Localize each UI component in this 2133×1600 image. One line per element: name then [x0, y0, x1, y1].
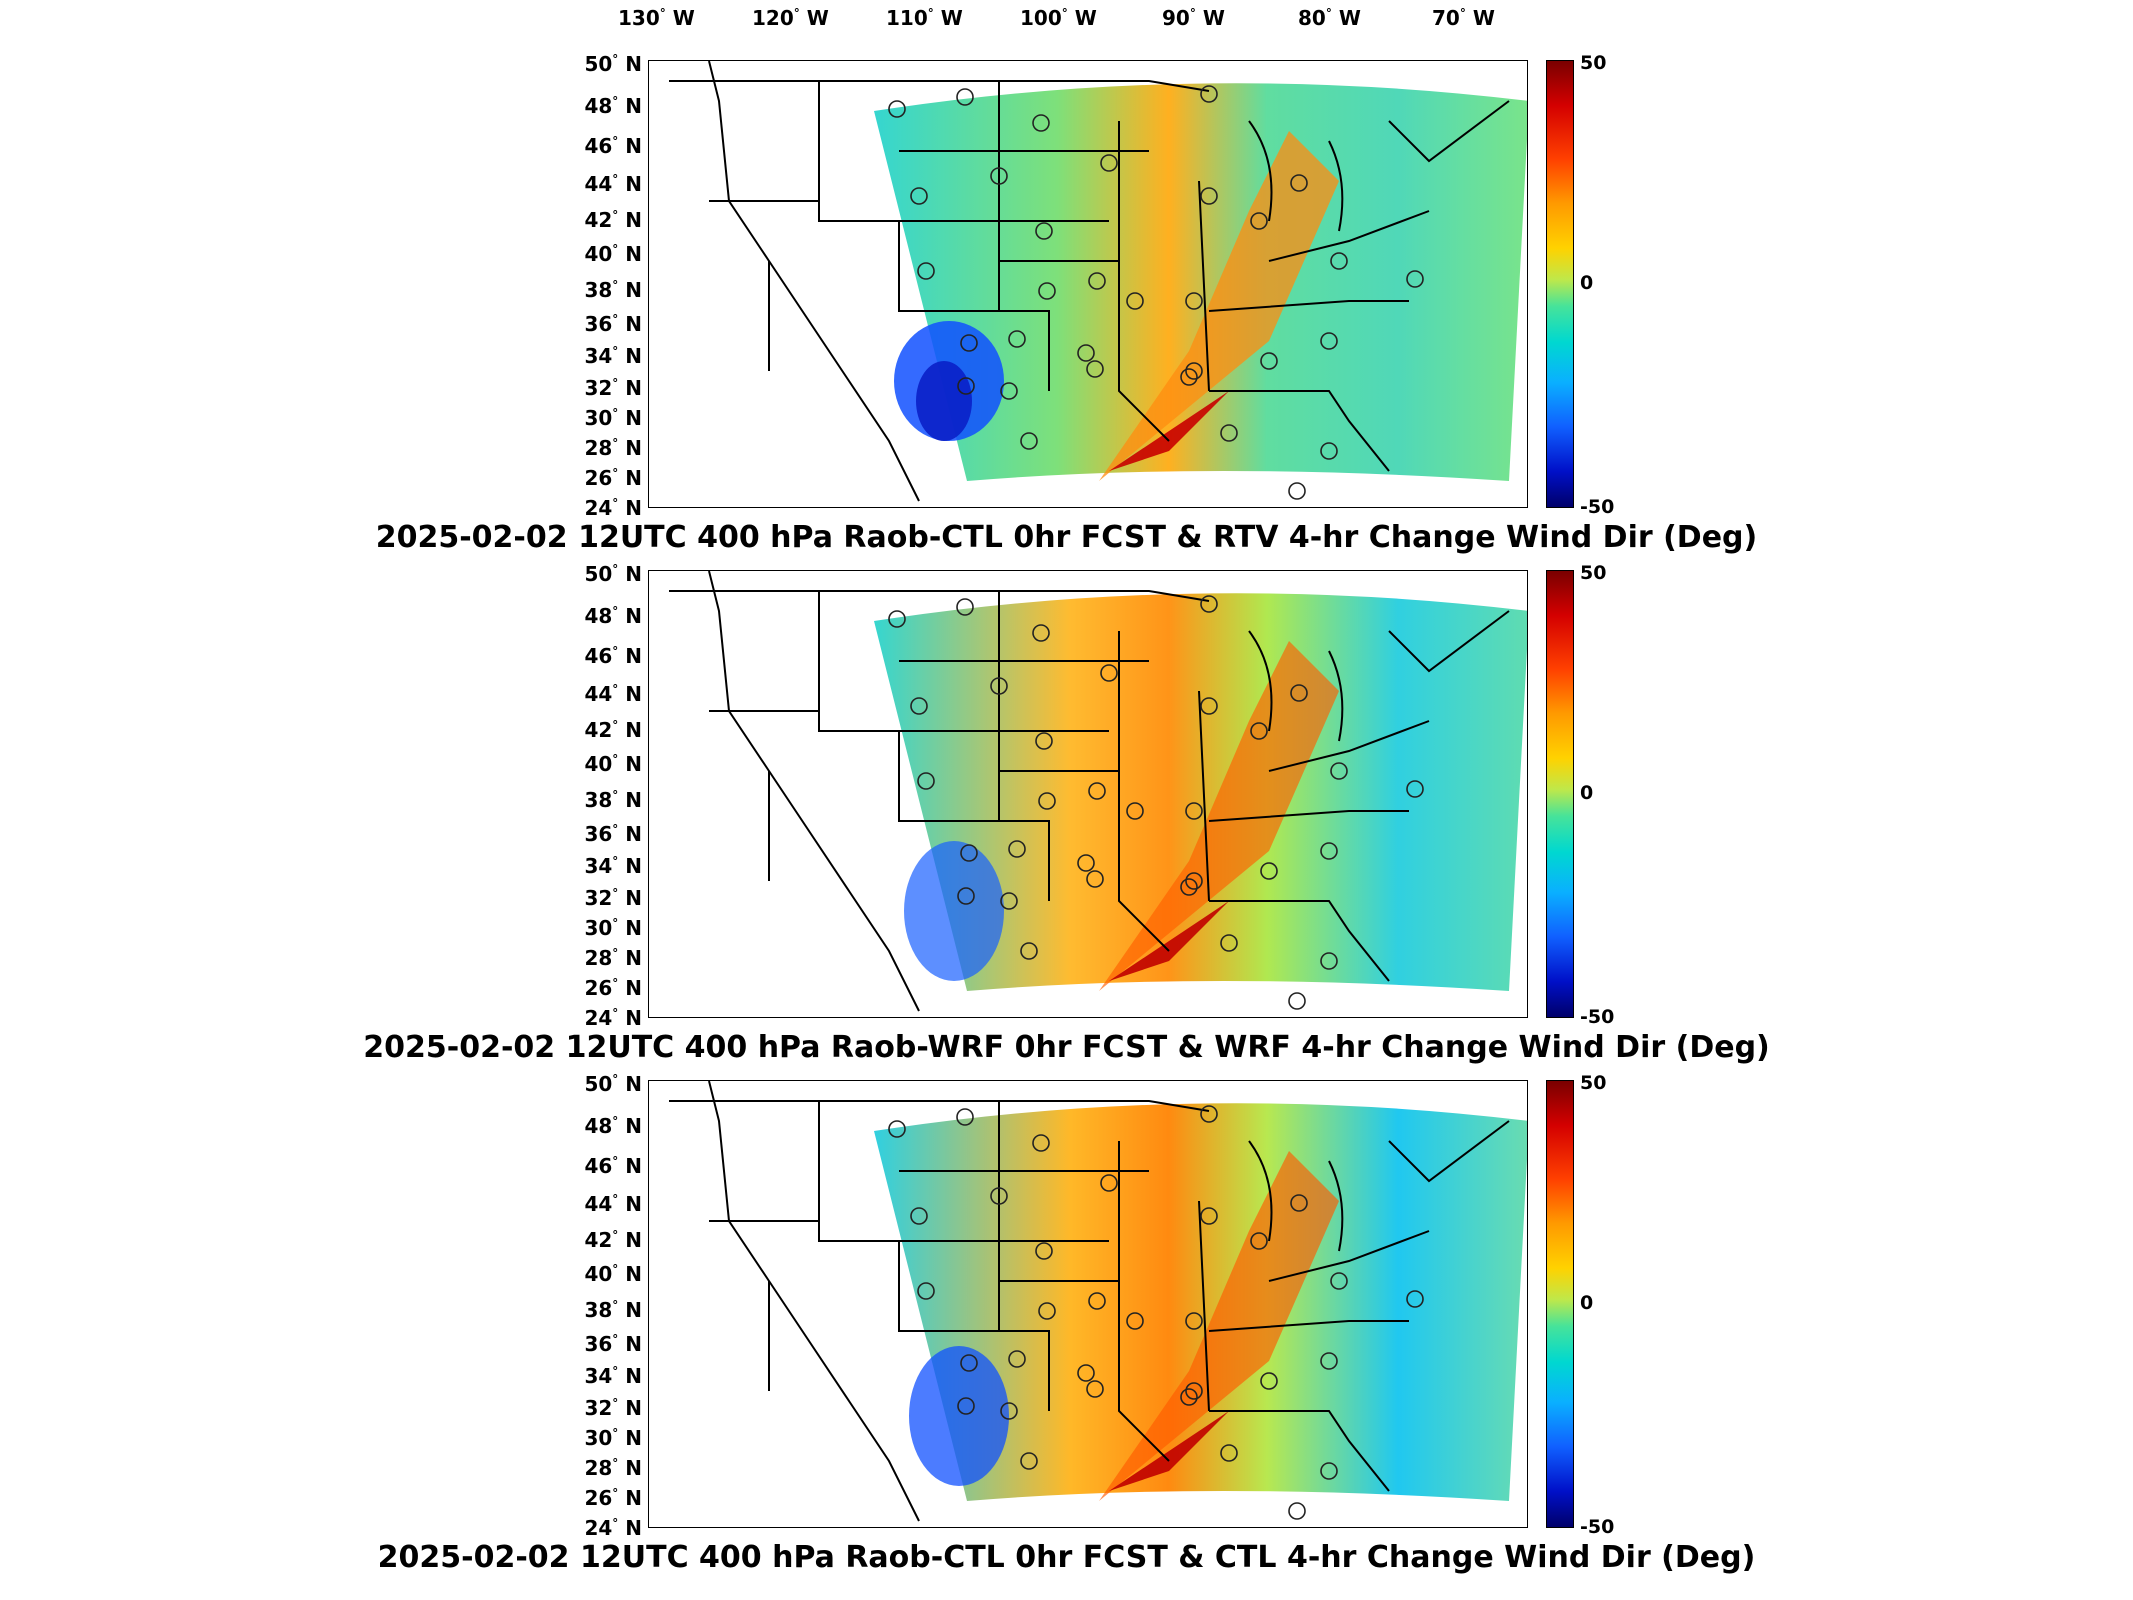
map-panel-1: 50° N 48° N 46° N 44° N 42° N 40° N 38° … [0, 52, 2133, 570]
colorbar-min-label: -50 [1580, 496, 1615, 518]
state-boundaries [669, 1081, 1510, 1522]
wind-direction-field [669, 61, 1527, 502]
lon-label: 100° W [1020, 6, 1097, 30]
lat-label: 24° N [584, 1006, 642, 1030]
model-domain [874, 593, 1527, 991]
lon-label: 70° W [1432, 6, 1495, 30]
lat-label: 36° N [584, 312, 642, 336]
positive-anomaly-band [1099, 641, 1339, 991]
map-area [648, 1080, 1528, 1528]
lon-label: 110° W [886, 6, 963, 30]
lat-label: 34° N [584, 1364, 642, 1388]
model-domain [874, 1103, 1527, 1501]
lat-label: 24° N [584, 1516, 642, 1540]
lon-label: 120° W [752, 6, 829, 30]
lat-label: 50° N [584, 562, 642, 586]
lon-label: 130° W [618, 6, 695, 30]
colorbar-min-label: -50 [1580, 1006, 1615, 1028]
panel-title: 2025-02-02 12UTC 400 hPa Raob-CTL 0hr FC… [377, 1540, 1756, 1575]
colorbar [1546, 60, 1574, 508]
lon-label: 90° W [1162, 6, 1225, 30]
lat-label: 46° N [584, 1154, 642, 1178]
colorbar-max-label: 50 [1580, 1072, 1607, 1094]
raob-station-markers [888, 1105, 1424, 1520]
map-area [648, 570, 1528, 1018]
lat-label: 40° N [584, 752, 642, 776]
lat-label: 48° N [584, 1114, 642, 1138]
negative-anomaly [904, 841, 1004, 981]
lat-label: 28° N [584, 946, 642, 970]
lat-label: 26° N [584, 466, 642, 490]
lat-label: 28° N [584, 436, 642, 460]
lat-label: 44° N [584, 682, 642, 706]
lat-label: 36° N [584, 1332, 642, 1356]
lat-label: 32° N [584, 376, 642, 400]
map-panel-3: 50° N 48° N 46° N 44° N 42° N 40° N 38° … [0, 1072, 2133, 1595]
negative-anomaly [909, 1346, 1009, 1486]
lat-label: 30° N [584, 916, 642, 940]
lat-label: 34° N [584, 344, 642, 368]
lat-label: 46° N [584, 644, 642, 668]
lat-label: 38° N [584, 1298, 642, 1322]
lat-label: 34° N [584, 854, 642, 878]
lat-label: 28° N [584, 1456, 642, 1480]
lat-label: 44° N [584, 172, 642, 196]
lat-label: 40° N [584, 242, 642, 266]
positive-anomaly-band [1099, 1151, 1339, 1501]
colorbar [1546, 570, 1574, 1018]
lat-label: 40° N [584, 1262, 642, 1286]
lat-label: 44° N [584, 1192, 642, 1216]
lat-label: 26° N [584, 976, 642, 1000]
state-boundaries [669, 571, 1510, 1012]
colorbar-mid-label: 0 [1580, 1292, 1594, 1314]
colorbar-max-label: 50 [1580, 562, 1607, 584]
map-area [648, 60, 1528, 508]
state-boundaries [669, 61, 1510, 502]
raob-station-markers [888, 85, 1424, 500]
lat-label: 42° N [584, 1228, 642, 1252]
lat-label: 46° N [584, 134, 642, 158]
lat-label: 38° N [584, 788, 642, 812]
panel-title: 2025-02-02 12UTC 400 hPa Raob-CTL 0hr FC… [375, 520, 1758, 555]
lat-label: 36° N [584, 822, 642, 846]
lat-label: 30° N [584, 406, 642, 430]
lat-label: 26° N [584, 1486, 642, 1510]
lat-label: 24° N [584, 496, 642, 520]
lat-label: 48° N [584, 604, 642, 628]
map-panel-2: 50° N 48° N 46° N 44° N 42° N 40° N 38° … [0, 562, 2133, 1080]
lat-label: 50° N [584, 52, 642, 76]
lat-label: 48° N [584, 94, 642, 118]
wind-direction-field [669, 1081, 1527, 1522]
wind-direction-field [669, 571, 1527, 1012]
lat-label: 50° N [584, 1072, 642, 1096]
colorbar-mid-label: 0 [1580, 782, 1594, 804]
lat-label: 38° N [584, 278, 642, 302]
lat-label: 42° N [584, 718, 642, 742]
positive-anomaly-band [1099, 131, 1339, 481]
raob-station-markers [888, 595, 1424, 1010]
colorbar-mid-label: 0 [1580, 272, 1594, 294]
lon-label: 80° W [1298, 6, 1361, 30]
model-domain [874, 83, 1527, 481]
lat-label: 32° N [584, 1396, 642, 1420]
colorbar [1546, 1080, 1574, 1528]
lat-label: 32° N [584, 886, 642, 910]
lat-label: 30° N [584, 1426, 642, 1450]
colorbar-max-label: 50 [1580, 52, 1607, 74]
lat-label: 42° N [584, 208, 642, 232]
colorbar-min-label: -50 [1580, 1516, 1615, 1538]
panel-title: 2025-02-02 12UTC 400 hPa Raob-WRF 0hr FC… [363, 1030, 1770, 1065]
